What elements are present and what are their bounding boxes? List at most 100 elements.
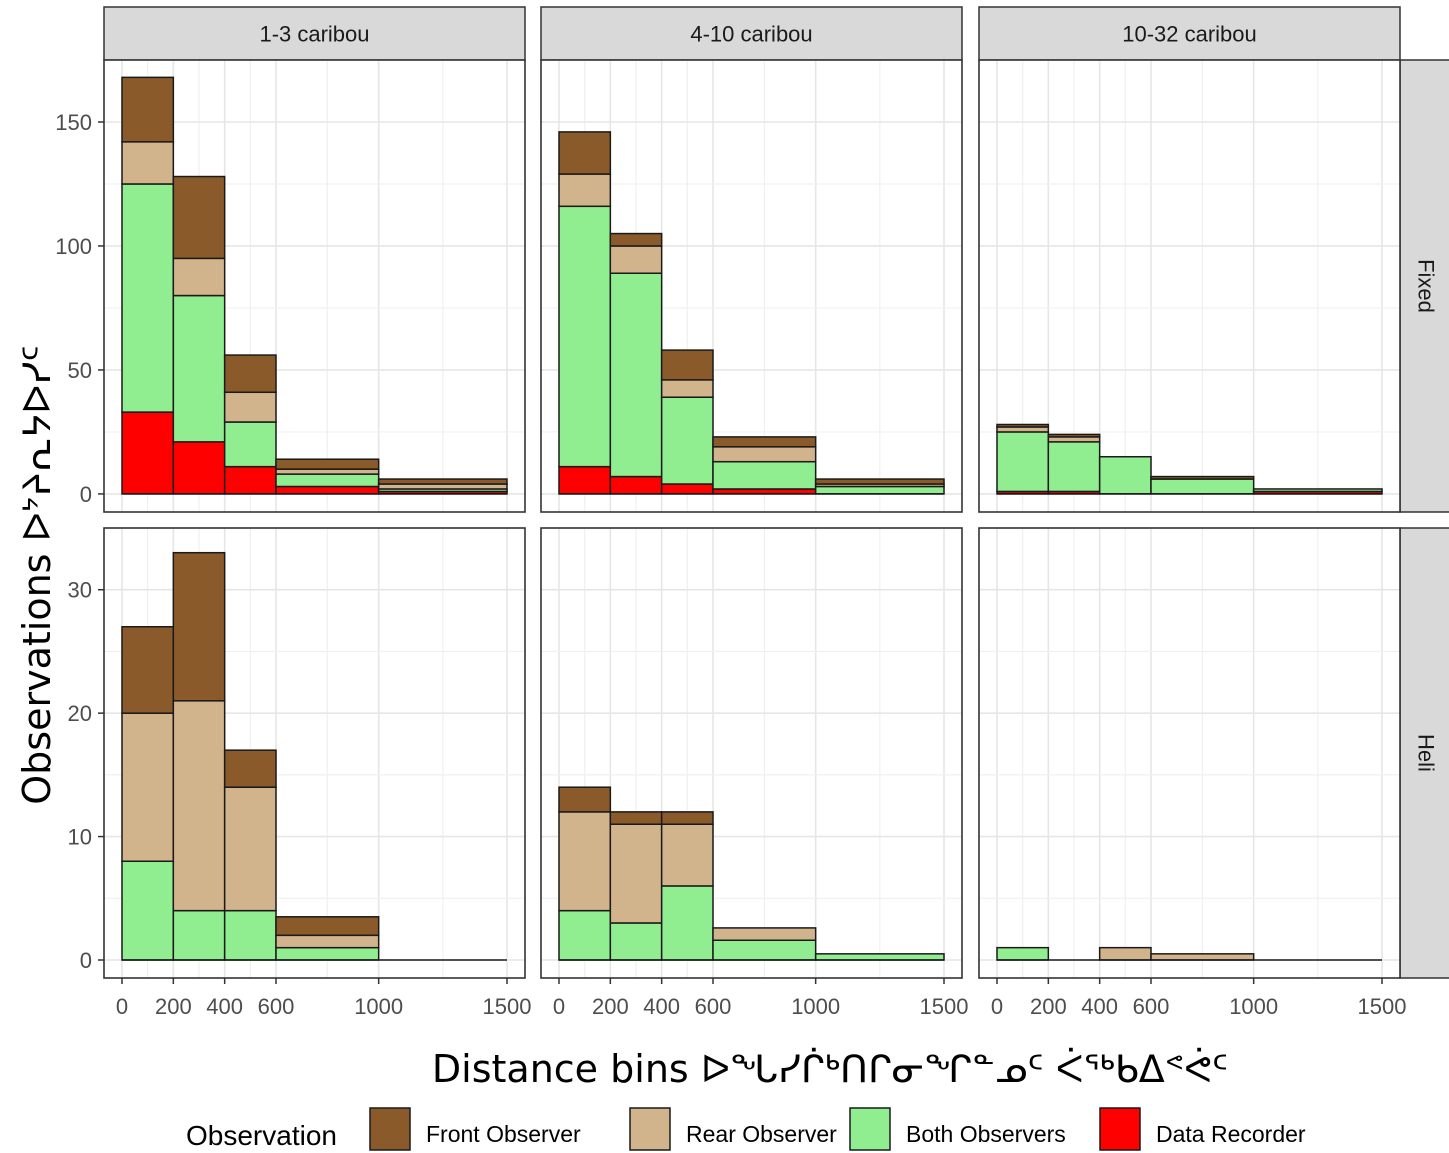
y-tick-label-30: 30 xyxy=(68,578,92,603)
x-tick-label-200: 200 xyxy=(155,994,192,1019)
panel-border xyxy=(978,59,1401,513)
strip-label-fixed: Fixed xyxy=(1414,259,1439,313)
bars xyxy=(996,423,1383,495)
bar-rear-observer-bin-600-1000 xyxy=(712,927,817,942)
bar-data-recorder-bin-200-400 xyxy=(172,441,226,495)
legend-label-data-recorder: Data Recorder xyxy=(1156,1121,1306,1147)
bar-both-observers-bin-400-600 xyxy=(1098,455,1152,495)
bar-both-observers-bin-200-400 xyxy=(172,909,226,961)
bar-front-observer-bin-0-200 xyxy=(996,423,1050,428)
bar-front-observer-bin-600-1000 xyxy=(1150,475,1255,480)
bar-both-observers-bin-400-600 xyxy=(223,421,277,468)
bar-front-observer-bin-200-400 xyxy=(172,175,226,260)
column-strips: 1-3 caribou 4-10 caribou 10-32 caribou xyxy=(103,6,1401,61)
chart-panels xyxy=(103,59,1401,979)
bar-both-observers-bin-0-200 xyxy=(996,946,1050,961)
bar-both-observers-bin-200-400 xyxy=(172,294,226,443)
bar-front-observer-bin-200-400 xyxy=(609,232,663,247)
bar-front-observer-bin-600-1000 xyxy=(275,916,380,937)
bar-both-observers-bin-0-200 xyxy=(996,431,1050,493)
bar-both-observers-bin-600-1000 xyxy=(712,939,817,961)
legend: Observation Front Observer Rear Observer B… xyxy=(186,1107,1306,1151)
y-tick-label-0: 0 xyxy=(80,482,92,507)
bar-data-recorder-bin-0-200 xyxy=(121,411,175,495)
bar-both-observers-bin-600-1000 xyxy=(712,460,817,490)
bar-front-observer-bin-1000-1500 xyxy=(814,478,945,485)
bar-rear-observer-bin-400-600 xyxy=(1098,946,1152,961)
y-tick-label-0: 0 xyxy=(80,948,92,973)
legend-label-both-observers: Both Observers xyxy=(906,1121,1066,1147)
bar-rear-observer-bin-600-1000 xyxy=(712,446,817,463)
x-tick-label-1000: 1000 xyxy=(354,994,403,1019)
x-tick-label-600: 600 xyxy=(258,994,295,1019)
y-tick-label-20: 20 xyxy=(68,701,92,726)
y-tick-label-100: 100 xyxy=(55,234,92,259)
bar-front-observer-bin-0-200 xyxy=(121,76,175,143)
bar-both-observers-bin-1000-1500 xyxy=(1252,488,1383,493)
x-tick-label-200: 200 xyxy=(592,994,629,1019)
bar-front-observer-bin-400-600 xyxy=(223,354,277,394)
x-tick-label-1500: 1500 xyxy=(1358,994,1407,1019)
bar-both-observers-bin-0-200 xyxy=(558,909,612,961)
bar-front-observer-bin-0-200 xyxy=(558,786,612,813)
bar-rear-observer-bin-0-200 xyxy=(121,712,175,863)
bar-front-observer-bin-1000-1500 xyxy=(377,478,508,485)
bar-rear-observer-bin-200-400 xyxy=(172,700,226,912)
bar-front-observer-bin-400-600 xyxy=(660,349,714,381)
bar-both-observers-bin-400-600 xyxy=(660,885,714,961)
bar-both-observers-bin-600-1000 xyxy=(1150,478,1255,495)
panel-fixed-1-3-caribou xyxy=(103,59,526,513)
x-tick-label-1000: 1000 xyxy=(1229,994,1278,1019)
strip-1-3-caribou xyxy=(103,6,526,61)
panel-heli-1-3-caribou xyxy=(103,527,526,979)
x-axis-title: Distance bins ᐅᖓᓯᒌᒃᑎᒋᓂᖏᓐᓄᑦ ᐹᖅᑲᐃᕝᕚᑦ xyxy=(432,1047,1228,1091)
x-tick-label-1000: 1000 xyxy=(791,994,840,1019)
bars xyxy=(558,786,945,961)
panel-border xyxy=(103,59,526,513)
bar-front-observer-bin-400-600 xyxy=(660,811,714,825)
bar-front-observer-bin-0-200 xyxy=(121,625,175,714)
strip-label-heli: Heli xyxy=(1414,734,1439,772)
legend-key-rear-observer xyxy=(629,1107,671,1151)
panel-background xyxy=(979,528,1400,978)
bar-rear-observer-bin-0-200 xyxy=(558,173,612,208)
x-tick-label-400: 400 xyxy=(1081,994,1118,1019)
bar-rear-observer-bin-200-400 xyxy=(609,823,663,924)
bar-both-observers-bin-200-400 xyxy=(1047,441,1101,493)
bar-both-observers-bin-400-600 xyxy=(223,909,277,961)
x-tick-label-0: 0 xyxy=(991,994,1003,1019)
bar-both-observers-bin-0-200 xyxy=(121,860,175,961)
x-tick-label-200: 200 xyxy=(1030,994,1067,1019)
strip-fixed xyxy=(1399,59,1449,513)
bar-rear-observer-bin-400-600 xyxy=(223,786,277,912)
x-tick-label-1500: 1500 xyxy=(920,994,969,1019)
bar-both-observers-bin-600-1000 xyxy=(275,946,380,961)
legend-label-rear-observer: Rear Observer xyxy=(686,1121,837,1147)
strip-4-10-caribou xyxy=(540,6,963,61)
y-tick-label-10: 10 xyxy=(68,825,92,850)
legend-label-front-observer: Front Observer xyxy=(426,1121,581,1147)
bar-rear-observer-bin-200-400 xyxy=(172,257,226,297)
panel-heli-10-32-caribou xyxy=(978,527,1401,979)
bar-both-observers-bin-200-400 xyxy=(609,272,663,478)
bar-rear-observer-bin-400-600 xyxy=(660,823,714,887)
bar-data-recorder-bin-400-600 xyxy=(660,483,714,495)
x-tick-label-600: 600 xyxy=(1133,994,1170,1019)
bar-front-observer-bin-200-400 xyxy=(1047,433,1101,438)
y-tick-label-50: 50 xyxy=(68,358,92,383)
strip-label-4-10-caribou: 4-10 caribou xyxy=(690,22,812,47)
bars xyxy=(558,131,945,495)
bars xyxy=(996,946,1382,961)
bar-rear-observer-bin-200-400 xyxy=(609,245,663,274)
bar-rear-observer-bin-0-200 xyxy=(121,141,175,185)
x-tick-label-0: 0 xyxy=(116,994,128,1019)
panel-fixed-4-10-caribou xyxy=(540,59,963,513)
panel-border xyxy=(540,527,963,979)
bar-rear-observer-bin-0-200 xyxy=(558,811,612,912)
bar-front-observer-bin-200-400 xyxy=(609,811,663,825)
bar-both-observers-bin-0-200 xyxy=(121,183,175,413)
panel-fixed-10-32-caribou xyxy=(978,59,1401,513)
row-strips: Fixed Heli xyxy=(1399,59,1449,979)
panel-border xyxy=(978,527,1401,979)
